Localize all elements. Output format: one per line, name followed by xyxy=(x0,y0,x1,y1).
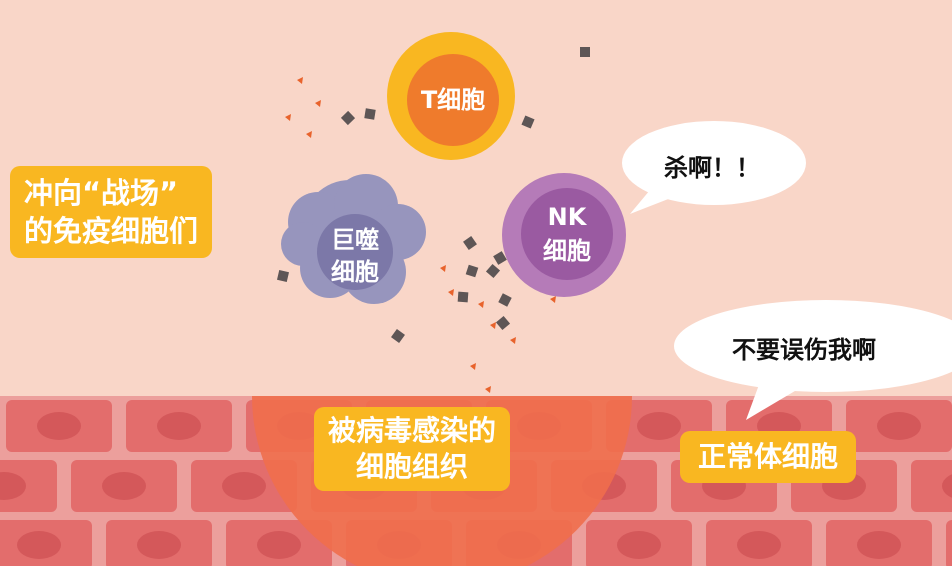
t-cell-label: T细胞 xyxy=(420,86,486,114)
cell-nucleus xyxy=(942,474,952,498)
virus-particle xyxy=(277,270,289,282)
t-cell-core xyxy=(407,54,499,146)
nk-cell-label: NK 细胞 xyxy=(527,200,607,268)
cell-nucleus xyxy=(617,531,661,559)
virus-particle xyxy=(498,293,512,307)
virus-particle xyxy=(521,115,535,129)
virus-fragment xyxy=(285,114,291,121)
tissue-cell xyxy=(911,460,952,512)
virus-particle xyxy=(580,47,590,57)
virus-fragment xyxy=(297,77,303,84)
virus-particle xyxy=(364,108,376,120)
virus-fragment xyxy=(448,289,454,296)
nk-cell-core xyxy=(521,188,613,280)
tissue-cell xyxy=(0,460,57,512)
normal-speech-bubble xyxy=(674,300,952,420)
virus-particle xyxy=(391,329,405,343)
cell-nucleus xyxy=(257,531,301,559)
infected-line1: 被病毒感染的 xyxy=(328,414,497,447)
normal-cells-label: 正常体细胞 xyxy=(698,440,839,473)
infected-line2: 细胞组织 xyxy=(356,450,469,483)
virus-fragment xyxy=(306,131,312,138)
virus-fragment xyxy=(478,301,484,308)
cell-nucleus xyxy=(37,412,81,440)
cell-nucleus xyxy=(877,412,921,440)
macrophage-label: 巨噬 细胞 xyxy=(315,224,395,288)
virus-fragment xyxy=(490,322,496,329)
normal-cells-tag: 正常体细胞 xyxy=(680,431,857,483)
nk-line2: 细胞 xyxy=(543,237,591,265)
virus-particle xyxy=(465,264,479,278)
virus-fragment xyxy=(315,100,321,107)
nk-speech-bubble xyxy=(622,121,806,214)
macrophage-cell xyxy=(281,174,426,304)
virus-fragment xyxy=(470,363,476,370)
virus-fragment xyxy=(440,265,446,272)
cell-nucleus xyxy=(0,472,26,500)
virus-fragment xyxy=(510,337,516,344)
cell-nucleus xyxy=(222,472,266,500)
cell-nucleus xyxy=(102,472,146,500)
tissue-cell xyxy=(946,520,952,566)
virus-particle xyxy=(495,315,511,331)
normal-speech-text: 不要误伤我啊 xyxy=(732,336,876,364)
virus-fragment xyxy=(550,296,556,303)
cell-nucleus xyxy=(17,531,61,559)
nk-speech-text: 杀啊！！ xyxy=(664,154,760,182)
battlefield-line2: 的免疫细胞们 xyxy=(24,214,199,248)
virus-particle xyxy=(340,110,356,126)
cell-nucleus xyxy=(137,531,181,559)
battlefield-line1: 冲向“战场” xyxy=(24,176,179,210)
battlefield-tag: 冲向“战场” 的免疫细胞们 xyxy=(10,166,213,258)
virus-particle xyxy=(485,263,501,279)
cell-nucleus xyxy=(737,531,781,559)
infected-tissue-tag: 被病毒感染的 细胞组织 xyxy=(314,407,511,491)
cell-nucleus xyxy=(637,412,681,440)
virus-fragment xyxy=(485,386,491,393)
macrophage-line1: 巨噬 xyxy=(331,226,379,254)
virus-particle xyxy=(457,291,469,303)
macrophage-line2: 细胞 xyxy=(331,258,379,286)
virus-particle xyxy=(463,236,477,250)
cell-nucleus xyxy=(857,531,901,559)
virus-particle xyxy=(493,251,507,265)
nk-line1: NK xyxy=(547,203,587,231)
cell-nucleus xyxy=(157,412,201,440)
